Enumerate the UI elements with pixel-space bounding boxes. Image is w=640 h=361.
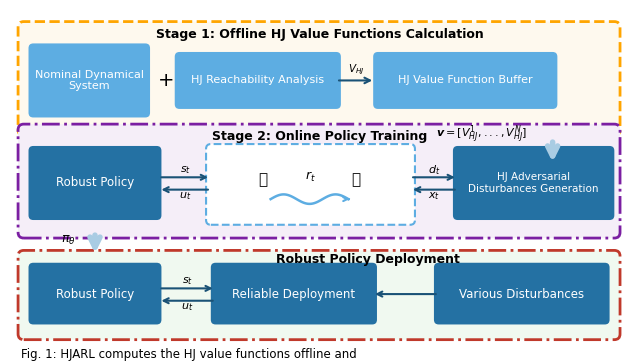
FancyBboxPatch shape	[453, 146, 614, 220]
Text: Robust Policy: Robust Policy	[56, 177, 134, 190]
Text: Various Disturbances: Various Disturbances	[459, 288, 584, 301]
Text: $u_t$: $u_t$	[181, 301, 193, 313]
Text: $s_t$: $s_t$	[180, 164, 191, 175]
Text: $x_t$: $x_t$	[428, 190, 440, 202]
Text: 🤖: 🤖	[259, 173, 268, 188]
Text: +: +	[158, 71, 175, 90]
Text: $d_t$: $d_t$	[428, 163, 440, 177]
FancyBboxPatch shape	[211, 263, 377, 325]
FancyBboxPatch shape	[434, 263, 609, 325]
Text: HJ Value Function Buffer: HJ Value Function Buffer	[398, 75, 532, 86]
Text: $u_t$: $u_t$	[179, 190, 191, 202]
FancyBboxPatch shape	[206, 144, 415, 225]
FancyBboxPatch shape	[29, 263, 161, 325]
Text: $s_t$: $s_t$	[182, 275, 193, 287]
FancyBboxPatch shape	[29, 43, 150, 117]
FancyBboxPatch shape	[373, 52, 557, 109]
Text: Stage 1: Offline HJ Value Functions Calculation: Stage 1: Offline HJ Value Functions Calc…	[156, 29, 484, 42]
Text: $r_t$: $r_t$	[305, 170, 316, 184]
Text: Fig. 1: HJARL computes the HJ value functions offline and: Fig. 1: HJARL computes the HJ value func…	[21, 348, 356, 361]
Text: HJ Adversarial
Disturbances Generation: HJ Adversarial Disturbances Generation	[468, 172, 599, 194]
Text: Robust Policy Deployment: Robust Policy Deployment	[276, 253, 460, 266]
Text: $\pi_\theta$: $\pi_\theta$	[61, 234, 76, 247]
FancyBboxPatch shape	[29, 146, 161, 220]
FancyBboxPatch shape	[18, 124, 620, 238]
FancyBboxPatch shape	[175, 52, 341, 109]
Text: Robust Policy: Robust Policy	[56, 288, 134, 301]
Text: $\boldsymbol{v} = [V^1_{HJ}, ..., V^N_{HJ}]$: $\boldsymbol{v} = [V^1_{HJ}, ..., V^N_{H…	[436, 123, 527, 146]
FancyBboxPatch shape	[18, 251, 620, 340]
Text: HJ Reachability Analysis: HJ Reachability Analysis	[191, 75, 324, 86]
Text: $V_{HJ}$: $V_{HJ}$	[348, 63, 364, 77]
Text: 🤖: 🤖	[351, 173, 361, 188]
Text: Stage 2: Online Policy Training: Stage 2: Online Policy Training	[212, 130, 428, 143]
Text: Nominal Dynamical
System: Nominal Dynamical System	[35, 70, 144, 91]
FancyBboxPatch shape	[18, 22, 620, 135]
Text: Reliable Deployment: Reliable Deployment	[232, 288, 355, 301]
